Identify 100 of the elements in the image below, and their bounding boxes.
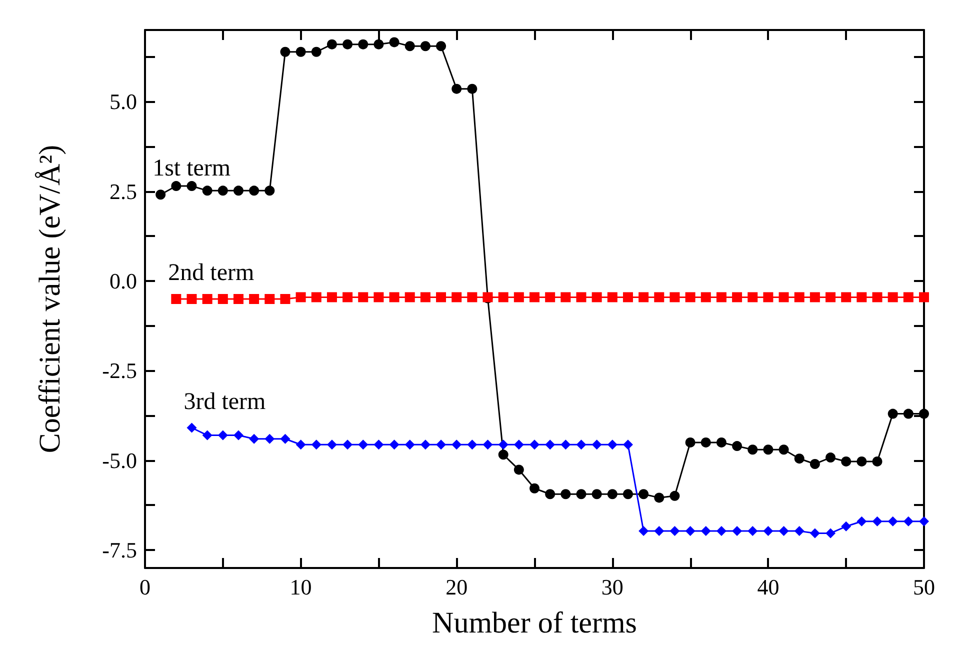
point	[576, 440, 586, 450]
point	[685, 437, 696, 448]
point	[607, 440, 618, 450]
y-axis-title: Coefficient value (eV/Å²)	[34, 144, 66, 454]
point	[685, 292, 696, 302]
point	[592, 440, 602, 450]
point	[685, 526, 696, 536]
point	[404, 440, 415, 450]
point	[592, 489, 602, 500]
point	[326, 39, 337, 50]
point	[186, 294, 197, 304]
point	[374, 292, 384, 302]
point	[545, 489, 556, 500]
y-tick-label: 2.5	[110, 178, 137, 204]
point	[670, 490, 680, 501]
point	[389, 440, 400, 450]
point	[326, 292, 337, 302]
point	[296, 292, 306, 302]
x-tick-label: 10	[290, 574, 312, 600]
point	[810, 458, 820, 469]
point	[732, 526, 742, 536]
point	[888, 516, 898, 526]
x-tick-label: 20	[446, 574, 468, 600]
point	[560, 440, 571, 450]
point	[358, 440, 368, 450]
point	[545, 292, 556, 302]
point	[342, 39, 353, 50]
y-tick-label: 0.0	[110, 268, 137, 294]
point	[171, 181, 182, 192]
point	[622, 292, 633, 302]
point	[607, 489, 618, 500]
point	[560, 489, 571, 500]
point	[436, 41, 446, 52]
point	[919, 408, 929, 419]
point	[670, 526, 680, 536]
point	[467, 292, 478, 302]
point	[794, 292, 804, 302]
point	[530, 292, 540, 302]
point	[576, 292, 586, 302]
point	[700, 292, 711, 302]
y-tick-label: 5.0	[110, 89, 137, 114]
point	[592, 292, 602, 302]
point	[280, 46, 290, 57]
x-axis-title: Number of terms	[432, 606, 637, 640]
point	[218, 294, 228, 304]
point	[872, 456, 882, 466]
y-tick-label: -2.5	[102, 358, 137, 384]
point	[249, 434, 260, 444]
point	[404, 292, 415, 302]
point	[700, 526, 711, 536]
point	[654, 292, 664, 302]
point	[514, 464, 524, 475]
point	[311, 440, 322, 450]
point	[452, 440, 462, 450]
point	[420, 292, 430, 302]
point	[264, 434, 275, 444]
point	[716, 437, 726, 448]
x-tick-label: 40	[757, 574, 780, 600]
point	[607, 292, 618, 302]
point	[514, 292, 524, 302]
point	[903, 516, 914, 526]
point	[794, 454, 804, 464]
point	[732, 292, 742, 302]
point	[778, 292, 789, 302]
point	[622, 489, 633, 500]
point	[670, 292, 680, 302]
y-tick-label: -7.5	[102, 538, 137, 563]
point	[638, 526, 649, 536]
point	[778, 526, 789, 536]
point	[654, 526, 664, 536]
point	[186, 181, 197, 192]
point	[716, 292, 726, 302]
point	[404, 41, 415, 52]
point	[233, 294, 244, 304]
point	[218, 186, 228, 196]
point	[249, 186, 260, 196]
point	[826, 528, 836, 538]
point	[872, 516, 882, 526]
point	[233, 430, 244, 440]
point	[296, 440, 306, 450]
point	[700, 437, 711, 448]
point	[498, 450, 508, 460]
point	[186, 422, 197, 433]
point	[358, 292, 368, 302]
point	[856, 456, 867, 466]
series-label: 1st term	[152, 156, 231, 182]
point	[826, 292, 836, 302]
point	[919, 516, 929, 526]
point	[763, 444, 774, 455]
point	[171, 294, 182, 304]
point	[326, 440, 337, 450]
point	[654, 492, 664, 503]
point	[498, 440, 508, 450]
point	[903, 408, 914, 419]
point	[794, 526, 804, 536]
point	[748, 444, 758, 455]
point	[264, 294, 275, 304]
point	[748, 526, 758, 536]
point	[452, 84, 462, 94]
point	[280, 294, 290, 304]
